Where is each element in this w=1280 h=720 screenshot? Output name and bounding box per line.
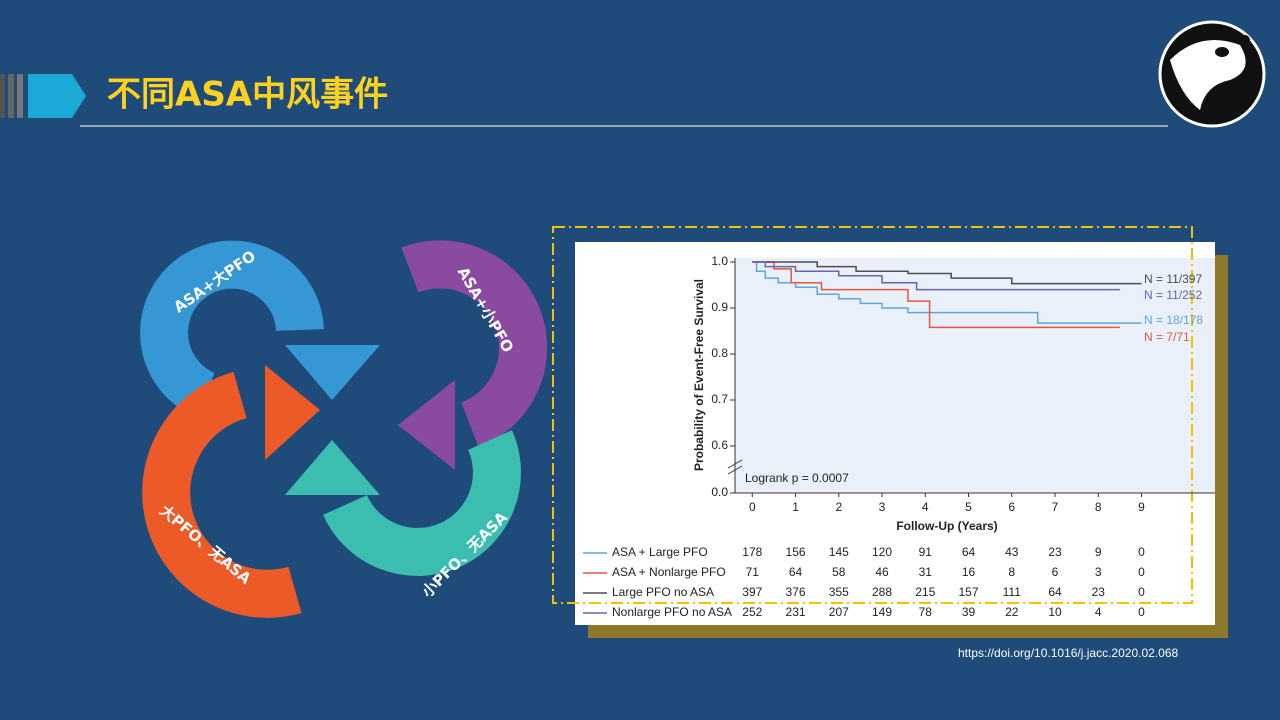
at-risk-count: 64 (1048, 585, 1062, 599)
at-risk-count: 16 (962, 565, 976, 579)
x-tick-label: 0 (749, 500, 756, 514)
at-risk-count: 31 (919, 565, 933, 579)
deco (0, 74, 5, 118)
deco (17, 74, 23, 118)
at-risk-count: 8 (1008, 565, 1015, 579)
title-marker (28, 74, 86, 118)
x-axis-label: Follow-Up (Years) (896, 519, 997, 533)
legend-entry: ASA + Large PFO (612, 545, 708, 559)
at-risk-count: 91 (919, 545, 933, 559)
x-tick-label: 4 (922, 500, 929, 514)
at-risk-count: 46 (875, 565, 889, 579)
x-tick-label: 1 (792, 500, 799, 514)
at-risk-count: 10 (1048, 605, 1062, 619)
at-risk-count: 231 (786, 605, 806, 619)
y-tick-label: 0.9 (711, 300, 728, 314)
at-risk-count: 0 (1138, 605, 1145, 619)
at-risk-count: 157 (958, 585, 978, 599)
km-curve (752, 261, 1142, 285)
at-risk-count: 39 (962, 605, 976, 619)
at-risk-count: 58 (832, 565, 846, 579)
at-risk-count: 207 (829, 605, 849, 619)
x-tick-label: 2 (835, 500, 842, 514)
x-tick-label: 7 (1052, 500, 1059, 514)
plot-area (735, 258, 1215, 493)
chart: Probability of Event-Free Survival Follo… (583, 254, 1215, 660)
km-curve (752, 261, 1142, 324)
km-curve (752, 261, 1120, 291)
at-risk-count: 145 (829, 545, 849, 559)
at-risk-count: 64 (789, 565, 803, 579)
x-tick-label: 6 (1008, 500, 1015, 514)
y-tick-label: 0.6 (711, 438, 728, 452)
x-tick-label: 5 (965, 500, 972, 514)
legend-entry: Nonlarge PFO no ASA (612, 605, 732, 619)
at-risk-count: 149 (872, 605, 892, 619)
at-risk-count: 23 (1092, 585, 1106, 599)
y-axis-label: Probability of Event-Free Survival (692, 279, 706, 471)
y-tick-label: 0.7 (711, 392, 728, 406)
at-risk-count: 71 (746, 565, 760, 579)
at-risk-count: 4 (1095, 605, 1102, 619)
x-tick-label: 8 (1095, 500, 1102, 514)
deco (8, 74, 14, 118)
at-risk-count: 0 (1138, 545, 1145, 559)
y-tick-label: 1.0 (711, 254, 728, 268)
at-risk-count: 111 (1003, 585, 1022, 599)
at-risk-count: 376 (786, 585, 806, 599)
at-risk-count: 397 (742, 585, 762, 599)
highlight-frame (552, 226, 1193, 604)
at-risk-count: 355 (829, 585, 849, 599)
at-risk-count: 288 (872, 585, 892, 599)
at-risk-count: 64 (962, 545, 976, 559)
at-risk-count: 252 (742, 605, 762, 619)
at-risk-count: 23 (1048, 545, 1062, 559)
annotation: Logrank p = 0.0007 (745, 471, 849, 485)
logo (1158, 20, 1266, 128)
end-label: N = 18/178 (1144, 313, 1203, 327)
end-label: N = 11/252 (1144, 288, 1202, 302)
source: https://doi.org/10.1016/j.jacc.2020.02.0… (958, 646, 1178, 660)
at-risk-count: 215 (915, 585, 935, 599)
at-risk-count: 120 (872, 545, 892, 559)
at-risk-count: 43 (1005, 545, 1019, 559)
at-risk-count: 22 (1005, 605, 1019, 619)
at-risk-count: 6 (1052, 565, 1059, 579)
at-risk-count: 156 (786, 545, 806, 559)
legend-entry: ASA + Nonlarge PFO (612, 565, 726, 579)
at-risk-count: 78 (919, 605, 933, 619)
at-risk-count: 9 (1095, 545, 1102, 559)
y-tick-label: 0.0 (711, 485, 728, 499)
km-curve (752, 261, 1120, 329)
slide-title: 不同ASA中风事件 (107, 75, 388, 115)
at-risk-count: 178 (742, 545, 762, 559)
x-tick-label: 3 (879, 500, 886, 514)
x-tick-label: 9 (1138, 500, 1145, 514)
end-label: N = 7/71 (1144, 330, 1190, 344)
at-risk-count: 0 (1138, 565, 1145, 579)
legend-entry: Large PFO no ASA (612, 585, 714, 599)
y-tick-label: 0.8 (711, 346, 728, 360)
at-risk-count: 0 (1138, 585, 1145, 599)
at-risk-count: 3 (1095, 565, 1102, 579)
diagram: ASA+大PFO ASA+小PFO 大PFO、无ASA 小PFO、无ASA (140, 240, 548, 618)
end-label: N = 11/397 (1144, 272, 1202, 286)
axis-break (727, 459, 743, 475)
